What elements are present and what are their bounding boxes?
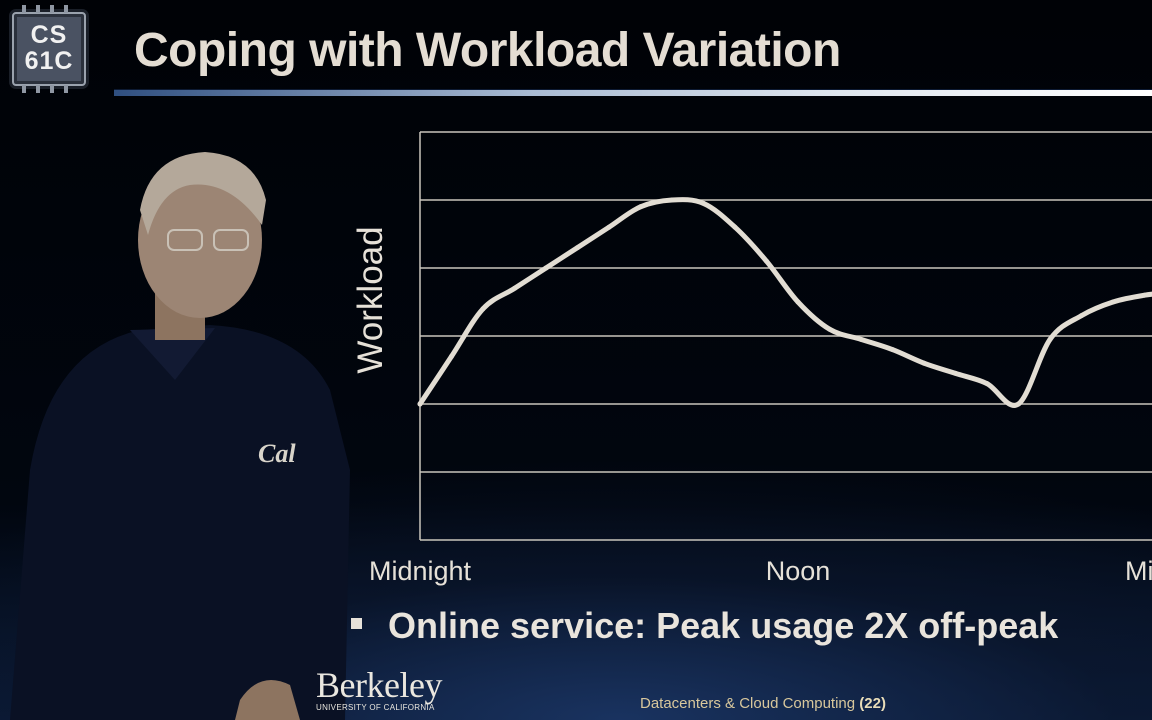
data-point <box>984 381 990 387</box>
chip-pin <box>64 85 68 93</box>
data-point <box>1142 292 1147 298</box>
presenter-body <box>10 325 350 720</box>
logo-line1: CS <box>30 21 68 49</box>
x-tick-label: Midnight <box>1125 556 1152 586</box>
data-point <box>606 224 612 230</box>
page-number: (22) <box>859 695 886 712</box>
chart-series <box>417 197 1152 408</box>
x-tick-label: Noon <box>766 556 831 586</box>
data-point <box>795 299 801 305</box>
chip-pin <box>36 85 40 93</box>
chart-x-ticks: Midnight Noon Midnight <box>369 556 1152 586</box>
presenter-hand <box>235 680 300 720</box>
bullet-marker <box>351 618 362 629</box>
presenter-glasses-left <box>167 229 203 251</box>
data-point <box>921 360 927 366</box>
chip-pin <box>50 5 54 13</box>
data-point <box>543 265 549 271</box>
chip-pin <box>50 85 54 93</box>
workload-curve <box>417 197 1152 408</box>
chip-pin <box>64 5 68 13</box>
footer-title: Datacenters & Cloud Computing <box>640 695 856 712</box>
cs61c-logo: CS 61C <box>12 5 86 93</box>
data-point <box>953 370 958 376</box>
data-point <box>732 224 738 230</box>
logo-line2: 61C <box>24 47 74 75</box>
berkeley-wordmark: Berkeley <box>316 665 442 705</box>
data-point <box>480 306 486 312</box>
data-point <box>417 401 423 407</box>
chip-pin <box>36 5 40 13</box>
title-underline <box>114 89 1152 96</box>
data-point <box>890 347 895 353</box>
presenter-hair <box>140 152 266 235</box>
y-axis-label: Workload <box>351 226 390 373</box>
presenter-head <box>138 162 262 318</box>
data-point <box>1016 401 1021 407</box>
data-point <box>512 285 517 291</box>
chart-frame <box>419 131 1152 541</box>
bullet-point: Online service: Peak usage 2X off-peak <box>388 605 1059 646</box>
slide-title: Coping with Workload Variation <box>134 24 841 77</box>
cal-logo: Cal <box>258 439 296 468</box>
presenter-glasses-right <box>213 229 249 251</box>
presenter-collar <box>130 328 215 380</box>
slide-footer: Datacenters & Cloud Computing (22) <box>640 694 886 714</box>
data-point <box>858 336 864 342</box>
chart-gridlines <box>420 199 1152 473</box>
chip-pin <box>22 5 26 13</box>
data-point <box>701 200 706 206</box>
data-point <box>1079 313 1084 319</box>
chip-pin <box>22 85 26 93</box>
data-point <box>575 245 580 251</box>
data-point <box>449 353 454 359</box>
presenter-image: Cal <box>10 152 350 720</box>
data-point <box>1110 299 1116 305</box>
data-point <box>764 258 769 264</box>
data-point <box>638 204 643 210</box>
data-point <box>1047 336 1053 342</box>
x-tick-label: Midnight <box>369 556 472 586</box>
berkeley-subtitle: UNIVERSITY OF CALIFORNIA <box>316 703 435 712</box>
berkeley-logo: Berkeley UNIVERSITY OF CALIFORNIA <box>316 667 442 713</box>
data-point <box>827 326 832 332</box>
data-point <box>669 197 675 203</box>
